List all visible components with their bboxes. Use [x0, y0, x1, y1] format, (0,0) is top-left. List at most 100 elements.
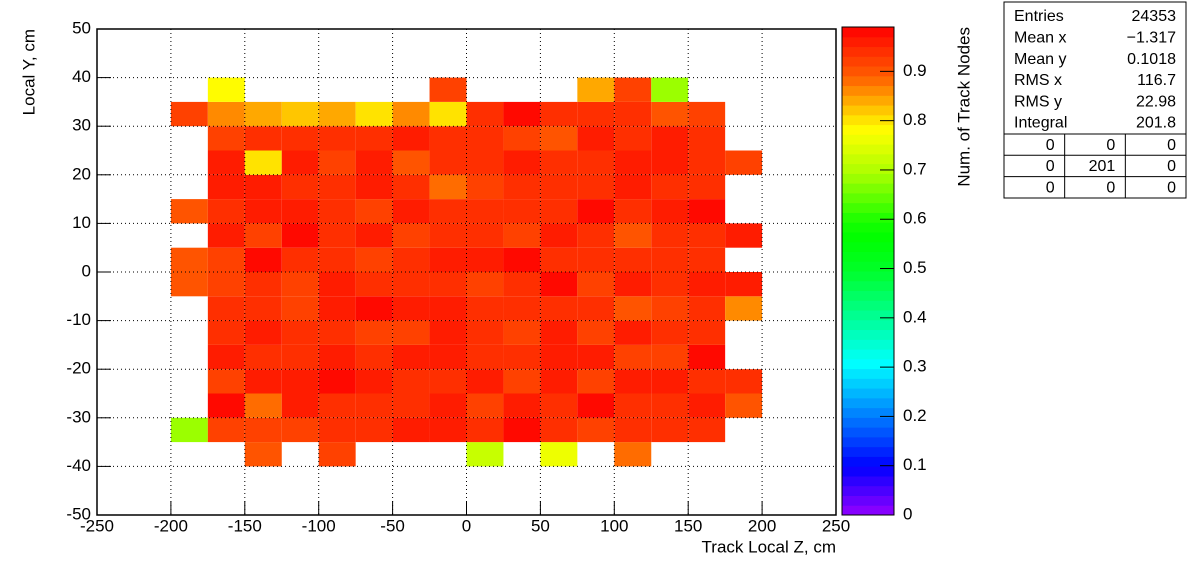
heat-cell — [614, 101, 652, 127]
z-tick-label: 0.4 — [903, 307, 927, 326]
heat-cell — [281, 247, 319, 272]
color-bar-band — [842, 388, 894, 399]
heat-cell — [207, 150, 245, 175]
y-tick-label: 10 — [72, 213, 91, 232]
color-bar-band — [842, 56, 894, 67]
heat-cell — [466, 393, 504, 418]
heat-cell — [244, 272, 282, 297]
z-tick-label: 0.2 — [903, 406, 927, 425]
heat-cell — [318, 393, 356, 418]
heat-cell — [651, 174, 689, 200]
heat-cell — [651, 223, 689, 248]
color-bar-band — [842, 144, 894, 155]
heat-cell — [170, 199, 208, 224]
heat-cell — [466, 417, 504, 443]
y-tick-label: -10 — [66, 310, 91, 329]
overflow-count: 0 — [1046, 137, 1055, 154]
color-bar-band — [842, 485, 894, 496]
heat-cell — [207, 77, 245, 102]
heat-cell — [318, 174, 356, 200]
heat-cell — [244, 101, 282, 127]
color-bar-band — [842, 358, 894, 370]
overflow-count: 0 — [1167, 158, 1176, 175]
heat-cell — [355, 296, 393, 321]
heat-cell — [170, 417, 208, 443]
heat-cell — [577, 247, 615, 272]
heat-cell — [503, 101, 541, 127]
heat-cell — [503, 247, 541, 272]
heat-cell — [540, 101, 578, 127]
heat-cell — [540, 272, 578, 297]
heat-cell — [688, 126, 726, 151]
heat-cell — [207, 344, 245, 370]
color-bar-band — [842, 505, 894, 516]
color-bar-band — [842, 202, 894, 213]
heat-cell — [318, 320, 356, 345]
heat-cell — [614, 320, 652, 345]
color-bar-band — [842, 212, 894, 223]
heat-cell — [392, 369, 430, 394]
color-bar-band — [842, 134, 894, 145]
heat-cell — [392, 393, 430, 418]
x-tick-label: -250 — [80, 516, 114, 535]
color-bar-band — [842, 46, 894, 57]
color-bar-band — [842, 329, 894, 340]
overflow-count: 0 — [1106, 179, 1115, 196]
heat-cell — [355, 344, 393, 370]
heat-cell — [651, 199, 689, 224]
heat-cell — [651, 344, 689, 370]
z-tick-label: 0 — [903, 504, 912, 523]
heat-cell — [207, 101, 245, 127]
heat-cell — [170, 247, 208, 272]
heat-cell — [170, 101, 208, 127]
heat-cell — [577, 272, 615, 297]
heat-cell — [503, 174, 541, 200]
heat-cell — [392, 272, 430, 297]
heat-cell — [688, 344, 726, 370]
heat-cell — [392, 344, 430, 370]
heat-cell — [614, 150, 652, 175]
heat-cell — [614, 247, 652, 272]
x-tick-label: -50 — [380, 516, 405, 535]
heat-cell — [429, 101, 467, 127]
heat-cell — [503, 296, 541, 321]
heat-cell — [503, 150, 541, 175]
heat-cell — [540, 199, 578, 224]
heat-cell — [651, 320, 689, 345]
heat-cell — [688, 101, 726, 127]
x-tick-label: -100 — [302, 516, 336, 535]
heat-cell — [429, 369, 467, 394]
heat-cell — [207, 296, 245, 321]
color-bar-band — [842, 436, 894, 448]
stat-label: RMS y — [1014, 93, 1062, 110]
heat-cell — [207, 223, 245, 248]
z-axis-title: Num. of Track Nodes — [954, 27, 973, 187]
heat-cell — [429, 247, 467, 272]
heat-cell — [688, 393, 726, 418]
plot-frame — [96, 28, 837, 516]
heat-cell — [577, 320, 615, 345]
heat-cell — [318, 296, 356, 321]
heat-cell — [355, 223, 393, 248]
heat-cell — [244, 150, 282, 175]
color-bar-band — [842, 241, 894, 252]
heat-cell — [688, 369, 726, 394]
heat-cell — [244, 320, 282, 345]
z-tick-label: 0.1 — [903, 455, 927, 474]
color-bar-band — [842, 417, 894, 428]
heat-cell — [725, 369, 763, 394]
color-bar-frame — [841, 26, 895, 516]
heat-cell — [466, 101, 504, 127]
color-bar-band — [842, 173, 894, 184]
heat-cell — [503, 320, 541, 345]
y-tick-label: 40 — [72, 67, 91, 86]
x-tick-label: 250 — [822, 516, 850, 535]
heat-cell — [318, 101, 356, 127]
color-bar-band — [842, 349, 894, 360]
heat-cell — [207, 320, 245, 345]
heat-cell — [466, 150, 504, 175]
y-tick-label: -30 — [66, 407, 91, 426]
x-tick-label: -200 — [154, 516, 188, 535]
heat-cell — [392, 199, 430, 224]
heat-cell — [725, 150, 763, 175]
